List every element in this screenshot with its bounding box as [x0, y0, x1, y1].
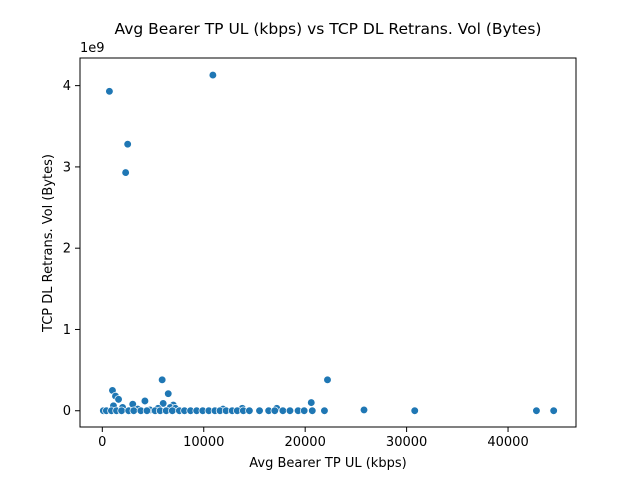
- ticks-layer: 0 10000 20000 30000 40000 0 1 2 3 4: [63, 79, 529, 450]
- y-tick-label: 1: [63, 323, 71, 338]
- scatter-point: [117, 406, 126, 415]
- scatter-point: [164, 389, 173, 398]
- scatter-point: [255, 406, 264, 415]
- scatter-point: [307, 398, 316, 407]
- y-tick-label: 0: [63, 404, 71, 419]
- x-tick-label: 30000: [386, 435, 427, 450]
- scatter-point: [270, 406, 279, 415]
- scatter-point: [158, 375, 167, 385]
- scatter-point: [285, 406, 295, 415]
- scatter-point: [359, 405, 369, 415]
- scatter-point: [129, 406, 138, 415]
- x-tick-label: 40000: [487, 435, 528, 450]
- scatter-point: [323, 375, 332, 385]
- points-layer: [99, 70, 558, 415]
- scatter-point: [121, 168, 130, 177]
- y-axis-label: TCP DL Retrans. Vol (Bytes): [41, 154, 56, 333]
- y-tick-label: 4: [63, 79, 71, 94]
- scatter-point: [114, 395, 123, 404]
- scatter-point: [308, 406, 317, 415]
- y-offset-label: 1e9: [80, 41, 105, 56]
- scatter-point: [532, 406, 541, 415]
- scatter-point: [410, 406, 419, 415]
- x-tick-label: 10000: [183, 435, 224, 450]
- scatter-point: [142, 406, 152, 415]
- x-axis-label: Avg Bearer TP UL (kbps): [249, 456, 406, 471]
- scatter-point: [300, 406, 309, 415]
- x-tick-label: 0: [98, 435, 106, 450]
- chart-title: Avg Bearer TP UL (kbps) vs TCP DL Retran…: [115, 20, 542, 38]
- scatter-point: [159, 399, 168, 408]
- y-tick-label: 3: [63, 160, 71, 175]
- scatter-point: [123, 140, 132, 149]
- scatter-point: [208, 70, 218, 80]
- scatter-point: [105, 87, 114, 96]
- plot-frame: [79, 57, 577, 428]
- scatter-point: [245, 406, 254, 415]
- y-tick-label: 2: [63, 242, 71, 257]
- scatter-point: [168, 406, 177, 415]
- scatter-point: [549, 406, 558, 415]
- x-tick-label: 20000: [284, 435, 325, 450]
- scatter-point: [140, 396, 150, 406]
- scatter-point: [320, 406, 329, 415]
- scatter-point: [278, 406, 288, 415]
